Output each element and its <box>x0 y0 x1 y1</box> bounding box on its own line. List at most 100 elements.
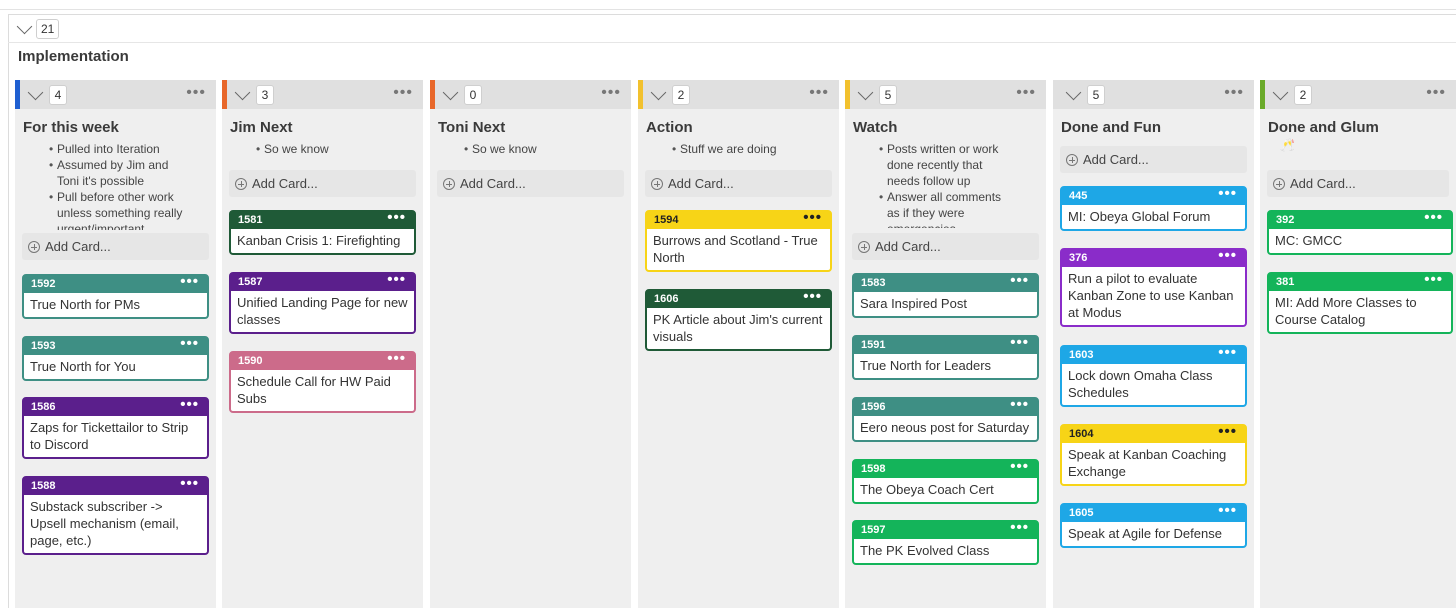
card-more-icon[interactable]: ••• <box>387 350 406 367</box>
column-card-count: 5 <box>879 84 897 105</box>
card[interactable]: 1603 ••• Lock down Omaha Class Schedules <box>1060 344 1247 407</box>
card-more-icon[interactable]: ••• <box>180 475 199 492</box>
add-card-button[interactable]: Add Card... <box>852 233 1039 260</box>
plus-circle-icon <box>28 240 40 253</box>
card-id: 1604 <box>1069 428 1094 440</box>
add-card-button[interactable]: Add Card... <box>1060 146 1247 173</box>
board-column: 3 ••• Jim Next So we know Add Card... 1581 •••… <box>222 80 423 608</box>
column-card-count: 2 <box>1294 84 1312 105</box>
card-more-icon[interactable]: ••• <box>803 288 822 305</box>
card[interactable]: 1604 ••• Speak at Kanban Coaching Exchange <box>1060 423 1247 486</box>
column-header: 2 ••• <box>1260 80 1456 109</box>
card-title: True North for PMs <box>30 297 141 312</box>
card[interactable]: 1598 ••• The Obeya Coach Cert <box>852 458 1039 504</box>
card-more-icon[interactable]: ••• <box>387 271 406 288</box>
card[interactable]: 1588 ••• Substack subscriber -> Upsell mec… <box>22 475 209 555</box>
column-more-icon[interactable]: ••• <box>1224 84 1244 101</box>
card-id: 381 <box>1276 276 1295 288</box>
card[interactable]: 1596 ••• Eero neous post for Saturday <box>852 396 1039 442</box>
card[interactable]: 1590 ••• Schedule Call for HW Paid Subs <box>229 350 416 413</box>
card-title: PK Article about Jim's current visuals <box>653 312 823 344</box>
swimlane-card-count: 21 <box>36 19 60 39</box>
card-more-icon[interactable]: ••• <box>180 335 199 352</box>
column-accent-bar <box>15 80 20 109</box>
card[interactable]: 1583 ••• Sara Inspired Post <box>852 272 1039 318</box>
add-card-label: Add Card... <box>1083 152 1149 167</box>
column-title: Done and Fun <box>1061 119 1161 136</box>
add-card-button[interactable]: Add Card... <box>1267 170 1449 197</box>
column-title: Jim Next <box>230 119 293 136</box>
policy-list: So we know <box>464 141 602 157</box>
card-more-icon[interactable]: ••• <box>1010 272 1029 289</box>
plus-circle-icon <box>651 177 663 190</box>
card-more-icon[interactable]: ••• <box>1424 271 1443 288</box>
card[interactable]: 1597 ••• The PK Evolved Class <box>852 519 1039 565</box>
card-title: Speak at Kanban Coaching Exchange <box>1068 447 1227 479</box>
card[interactable]: 1591 ••• True North for Leaders <box>852 334 1039 380</box>
card-header: 1591 ••• <box>854 334 1037 354</box>
card[interactable]: 381 ••• MI: Add More Classes to Course Cat… <box>1267 271 1453 334</box>
card-id: 1603 <box>1069 349 1094 361</box>
card-more-icon[interactable]: ••• <box>1218 502 1237 519</box>
card[interactable]: 445 ••• MI: Obeya Global Forum <box>1060 185 1247 231</box>
column-title: Done and Glum <box>1268 119 1379 136</box>
column-policy: Posts written or work done recently that… <box>845 138 1046 228</box>
chevron-down-icon[interactable] <box>16 20 34 38</box>
card-more-icon[interactable]: ••• <box>387 209 406 226</box>
chevron-down-icon[interactable] <box>234 86 252 104</box>
card-more-icon[interactable]: ••• <box>1424 209 1443 226</box>
add-card-button[interactable]: Add Card... <box>645 170 832 197</box>
card[interactable]: 1606 ••• PK Article about Jim's current vi… <box>645 288 832 351</box>
column-more-icon[interactable]: ••• <box>393 84 413 101</box>
card-id: 1606 <box>654 293 679 305</box>
card-id: 1590 <box>238 355 263 367</box>
chevron-down-icon[interactable] <box>1272 86 1290 104</box>
card-title: Zaps for Tickettailor to Strip to Discor… <box>30 420 189 452</box>
card-more-icon[interactable]: ••• <box>803 209 822 226</box>
chevron-down-icon[interactable] <box>27 86 45 104</box>
card-more-icon[interactable]: ••• <box>180 396 199 413</box>
column-more-icon[interactable]: ••• <box>809 84 829 101</box>
add-card-button[interactable]: Add Card... <box>437 170 624 197</box>
chevron-down-icon[interactable] <box>650 86 668 104</box>
card[interactable]: 1592 ••• True North for PMs <box>22 273 209 319</box>
card-id: 1593 <box>31 340 56 352</box>
chevron-down-icon[interactable] <box>1065 86 1083 104</box>
column-more-icon[interactable]: ••• <box>1016 84 1036 101</box>
card-more-icon[interactable]: ••• <box>1218 423 1237 440</box>
card[interactable]: 1581 ••• Kanban Crisis 1: Firefighting <box>229 209 416 255</box>
add-card-label: Add Card... <box>252 176 318 191</box>
card-more-icon[interactable]: ••• <box>180 273 199 290</box>
card[interactable]: 392 ••• MC: GMCC <box>1267 209 1453 255</box>
add-card-button[interactable]: Add Card... <box>22 233 209 260</box>
card-more-icon[interactable]: ••• <box>1218 344 1237 361</box>
card-title: Substack subscriber -> Upsell mechanism … <box>30 499 179 548</box>
card[interactable]: 376 ••• Run a pilot to evaluate Kanban Zon… <box>1060 247 1247 327</box>
column-more-icon[interactable]: ••• <box>186 84 206 101</box>
chevron-down-icon[interactable] <box>442 86 460 104</box>
chevron-down-icon[interactable] <box>857 86 875 104</box>
card[interactable]: 1587 ••• Unified Landing Page for new clas… <box>229 271 416 334</box>
plus-circle-icon <box>1066 153 1078 166</box>
card-more-icon[interactable]: ••• <box>1010 334 1029 351</box>
card[interactable]: 1593 ••• True North for You <box>22 335 209 381</box>
card-more-icon[interactable]: ••• <box>1010 458 1029 475</box>
column-title: For this week <box>23 119 119 136</box>
card-more-icon[interactable]: ••• <box>1218 247 1237 264</box>
card-id: 1598 <box>861 463 886 475</box>
add-card-button[interactable]: Add Card... <box>229 170 416 197</box>
card-more-icon[interactable]: ••• <box>1218 185 1237 202</box>
card-header: 1604 ••• <box>1062 423 1245 443</box>
card[interactable]: 1594 ••• Burrows and Scotland - True North <box>645 209 832 272</box>
card-title: Run a pilot to evaluate Kanban Zone to u… <box>1068 271 1234 320</box>
card[interactable]: 1586 ••• Zaps for Tickettailor to Strip to… <box>22 396 209 459</box>
column-more-icon[interactable]: ••• <box>1426 84 1446 101</box>
column-more-icon[interactable]: ••• <box>601 84 621 101</box>
card-more-icon[interactable]: ••• <box>1010 519 1029 536</box>
add-card-label: Add Card... <box>460 176 526 191</box>
card-id: 1591 <box>861 339 886 351</box>
card-more-icon[interactable]: ••• <box>1010 396 1029 413</box>
card[interactable]: 1605 ••• Speak at Agile for Defense <box>1060 502 1247 548</box>
card-title: Kanban Crisis 1: Firefighting <box>237 233 401 248</box>
card-header: 1594 ••• <box>647 209 830 229</box>
